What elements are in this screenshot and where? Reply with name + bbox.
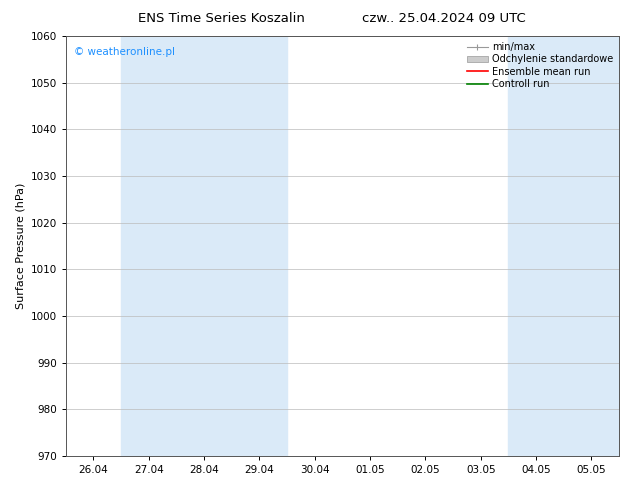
Text: © weatheronline.pl: © weatheronline.pl — [74, 47, 175, 57]
Text: czw.. 25.04.2024 09 UTC: czw.. 25.04.2024 09 UTC — [362, 12, 526, 25]
Bar — [121, 36, 287, 456]
Y-axis label: Surface Pressure (hPa): Surface Pressure (hPa) — [15, 183, 25, 309]
Bar — [508, 36, 619, 456]
Legend: min/max, Odchylenie standardowe, Ensemble mean run, Controll run: min/max, Odchylenie standardowe, Ensembl… — [463, 38, 617, 93]
Text: ENS Time Series Koszalin: ENS Time Series Koszalin — [138, 12, 306, 25]
